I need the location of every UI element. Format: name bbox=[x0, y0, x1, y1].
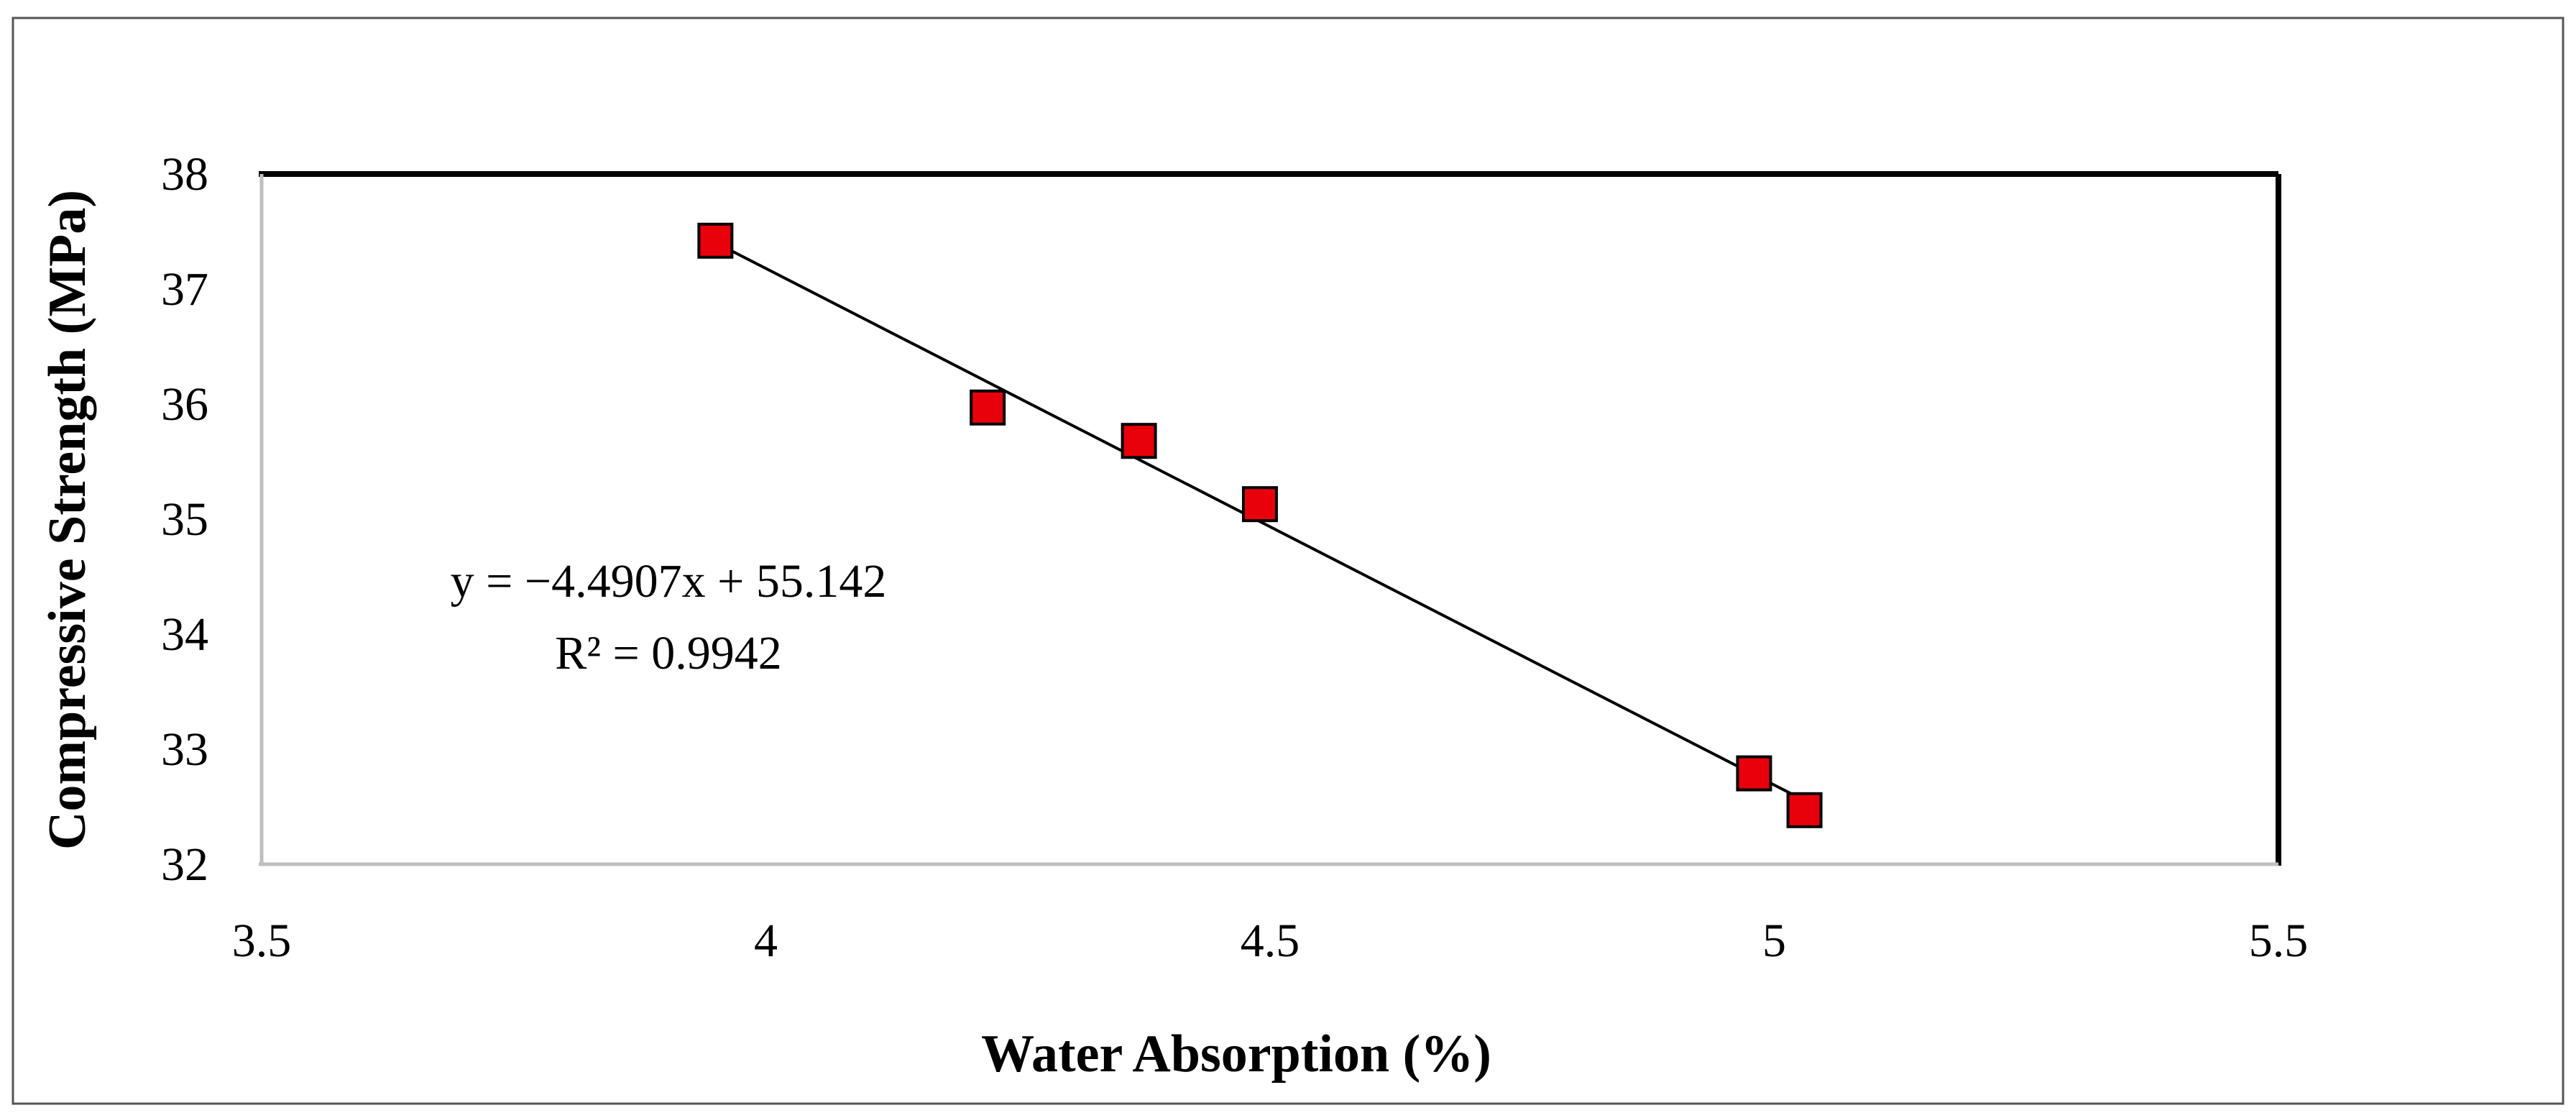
y-tick-labels: 32 33 34 35 36 37 38 bbox=[161, 148, 208, 891]
data-point bbox=[697, 222, 734, 259]
y-tick-label: 36 bbox=[161, 378, 208, 431]
x-tick-labels: 3.5 4 4.5 5 5.5 bbox=[232, 915, 2309, 967]
data-point bbox=[970, 389, 1006, 426]
trendline-equation: y = −4.4907x + 55.142 bbox=[451, 555, 887, 608]
data-point bbox=[1121, 423, 1157, 459]
y-tick-label: 38 bbox=[161, 148, 208, 201]
trendline-r2: R² = 0.9942 bbox=[555, 627, 782, 679]
x-tick-label: 4.5 bbox=[1241, 915, 1300, 967]
data-points bbox=[697, 222, 1823, 828]
y-axis-title: Compressive Strength (MPa) bbox=[38, 190, 97, 850]
y-tick-label: 35 bbox=[161, 493, 208, 546]
x-tick-label: 5.5 bbox=[2249, 915, 2309, 967]
y-tick-label: 33 bbox=[161, 723, 208, 776]
y-tick-label: 37 bbox=[161, 263, 208, 316]
y-tick-label: 34 bbox=[161, 608, 208, 661]
x-tick-label: 5 bbox=[1762, 915, 1786, 967]
x-tick-label: 3.5 bbox=[232, 915, 292, 967]
data-point bbox=[1786, 792, 1823, 828]
data-point bbox=[1241, 486, 1278, 523]
x-axis-title: Water Absorption (%) bbox=[981, 1025, 1491, 1084]
y-tick-label: 32 bbox=[161, 838, 208, 891]
x-tick-label: 4 bbox=[754, 915, 778, 967]
data-point bbox=[1736, 755, 1772, 792]
